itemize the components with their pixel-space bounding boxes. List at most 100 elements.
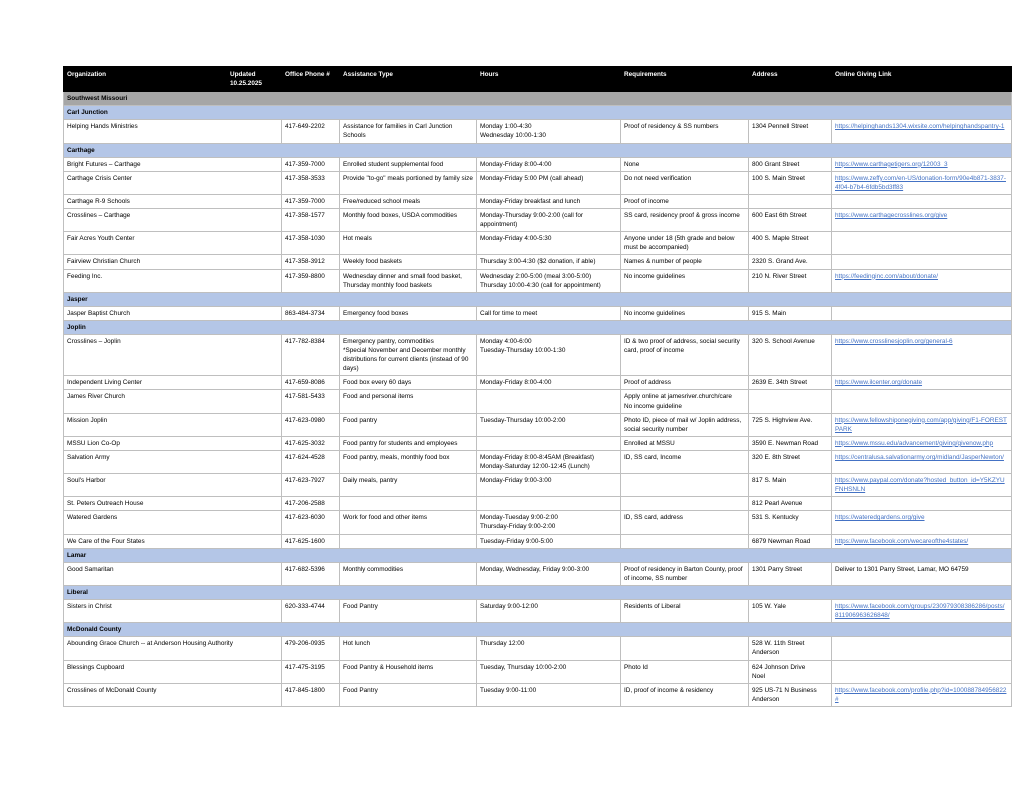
cell-requirements: Enrolled at MSSU bbox=[620, 435, 749, 451]
cell-address: 600 East 6th Street bbox=[748, 208, 832, 233]
cell-online-giving-link[interactable]: https://centralusa.salvationarmy.org/mid… bbox=[831, 449, 1012, 475]
cell-requirements: Apply online at jamesriver.church/care N… bbox=[620, 389, 749, 414]
online-giving-link[interactable]: https://www.mssu.edu/advancement/giving/… bbox=[835, 439, 994, 447]
cell-online-giving-link[interactable]: https://helpinghands1304.wixsite.com/hel… bbox=[831, 119, 1012, 144]
cell-office-phone: 417-623-6030 bbox=[281, 510, 340, 535]
cell-organization: Fairview Christian Church bbox=[63, 254, 282, 270]
cell-address: 3590 E. Newman Road bbox=[748, 435, 832, 451]
cell-assistance-type: Emergency pantry, commodities *Special N… bbox=[339, 333, 477, 377]
cell-organization: Abounding Grace Church -- at Anderson Ho… bbox=[63, 636, 282, 661]
table-row: Carthage Crisis Center 417-358-3533 Provid… bbox=[63, 170, 1012, 195]
cell-requirements: Names & number of people bbox=[620, 254, 749, 270]
cell-hours bbox=[476, 389, 621, 414]
cell-organization: Jasper Baptist Church bbox=[63, 305, 282, 321]
cell-online-giving-link[interactable]: https://www.paypal.com/donate?hosted_but… bbox=[831, 473, 1012, 498]
cell-organization: Blessings Cupboard bbox=[63, 659, 282, 684]
table-row: We Care of the Four States 417-625-1600 Tu… bbox=[63, 533, 1012, 549]
cell-organization: Mission Joplin bbox=[63, 412, 282, 437]
cell-online-giving-link: Deliver to 1301 Parry Street, Lamar, MO … bbox=[831, 561, 1012, 586]
cell-office-phone: 417-359-7000 bbox=[281, 156, 340, 172]
cell-organization: Soul's Harbor bbox=[63, 473, 282, 498]
cell-office-phone: 417-649-2202 bbox=[281, 119, 340, 144]
cell-address: 1304 Pennell Street bbox=[748, 119, 832, 144]
table-row: Salvation Army 417-624-4528 Food pantry, m… bbox=[63, 449, 1012, 475]
city-label: Carl Junction bbox=[63, 105, 1012, 121]
cell-online-giving-link[interactable]: https://www.facebook.com/groups/23097930… bbox=[831, 599, 1012, 624]
cell-office-phone: 417-206-2588 bbox=[281, 496, 340, 512]
cell-online-giving-link bbox=[831, 659, 1012, 684]
cell-online-giving-link[interactable]: https://www.ilcenter.org/donate bbox=[831, 375, 1012, 391]
cell-address: 725 S. Highview Ave. bbox=[748, 412, 832, 437]
cell-online-giving-link bbox=[831, 254, 1012, 270]
column-header-address: Address bbox=[748, 65, 832, 93]
cell-organization: Crosslines of McDonald County bbox=[63, 682, 282, 707]
online-giving-link[interactable]: https://www.ilcenter.org/donate bbox=[835, 379, 923, 387]
cell-online-giving-link[interactable]: https://feedinginc.com/about/donate/ bbox=[831, 268, 1012, 293]
cell-organization: Feeding Inc. bbox=[63, 268, 282, 293]
online-giving-link[interactable]: https://www.facebook.com/profile.php?id=… bbox=[835, 686, 1007, 703]
cell-address: 812 Pearl Avenue bbox=[748, 496, 832, 512]
online-giving-link[interactable]: https://www.zeffy.com/en-US/donation-for… bbox=[835, 174, 1006, 191]
online-giving-link[interactable]: https://www.facebook.com/groups/23097930… bbox=[835, 603, 1005, 620]
cell-address: 100 S. Main Street bbox=[748, 170, 832, 195]
cell-hours: Monday-Friday 8:00-4:00 bbox=[476, 375, 621, 391]
cell-online-giving-link[interactable]: https://www.zeffy.com/en-US/donation-for… bbox=[831, 170, 1012, 195]
cell-hours: Monday-Friday breakfast and lunch bbox=[476, 193, 621, 210]
cell-requirements: Proof of address bbox=[620, 375, 749, 391]
city-label: McDonald County bbox=[63, 622, 1012, 638]
cell-assistance-type: Free/reduced school meals bbox=[339, 193, 477, 210]
cell-hours: Monday-Friday 8:00-4:00 bbox=[476, 156, 621, 172]
cell-organization: Carthage Crisis Center bbox=[63, 170, 282, 195]
cell-hours: Tuesday-Friday 9:00-5:00 bbox=[476, 533, 621, 549]
city-label: Jasper bbox=[63, 291, 1012, 307]
cell-address: 915 S. Main bbox=[748, 305, 832, 321]
online-giving-link[interactable]: https://wateredgardens.org/give bbox=[835, 514, 925, 522]
cell-organization: Helping Hands Ministries bbox=[63, 119, 282, 144]
table-row: Helping Hands Ministries 417-649-2202 Assi… bbox=[63, 119, 1012, 144]
cell-assistance-type: Enrolled student supplemental food bbox=[339, 156, 477, 172]
column-header-assistance: Assistance Type bbox=[339, 65, 477, 93]
online-giving-link[interactable]: https://www.paypal.com/donate?hosted_but… bbox=[835, 477, 1005, 494]
cell-hours: Monday-Thursday 9:00-2:00 (call for appo… bbox=[476, 208, 621, 233]
cell-online-giving-link[interactable]: https://www.carthagetigers.org/12003_3 bbox=[831, 156, 1012, 172]
cell-office-phone: 417-359-7000 bbox=[281, 193, 340, 210]
cell-requirements: None bbox=[620, 156, 749, 172]
city-band-row: Joplin bbox=[63, 319, 1012, 335]
city-label: Liberal bbox=[63, 584, 1012, 601]
cell-hours: Monday-Tuesday 9:00-2:00 Thursday-Friday… bbox=[476, 510, 621, 535]
cell-assistance-type: Food pantry, meals, monthly food box bbox=[339, 449, 477, 475]
cell-online-giving-link[interactable]: https://www.crosslinesjoplin.org/general… bbox=[831, 333, 1012, 377]
online-giving-link[interactable]: https://centralusa.salvationarmy.org/mid… bbox=[835, 453, 1004, 461]
cell-address: 800 Grant Street bbox=[748, 156, 832, 172]
cell-online-giving-link[interactable]: https://www.facebook.com/wecareofthe4sta… bbox=[831, 533, 1012, 549]
cell-assistance-type: Daily meals, pantry bbox=[339, 473, 477, 498]
online-giving-link[interactable]: https://feedinginc.com/about/donate/ bbox=[835, 272, 939, 280]
cell-hours: Tuesday, Thursday 10:00-2:00 bbox=[476, 659, 621, 684]
column-header-updated: Updated 10.25.2025 bbox=[226, 65, 282, 93]
cell-address: 2320 S. Grand Ave. bbox=[748, 254, 832, 270]
cell-office-phone: 417-623-7927 bbox=[281, 473, 340, 498]
online-giving-link[interactable]: https://www.carthagetigers.org/12003_3 bbox=[835, 160, 948, 168]
online-giving-link[interactable]: https://www.carthagecrosslines.org/give bbox=[835, 212, 948, 220]
cell-organization: James River Church bbox=[63, 389, 282, 414]
city-band-row: Lamar bbox=[63, 547, 1012, 563]
cell-hours: Saturday 9:00-12:00 bbox=[476, 599, 621, 624]
cell-online-giving-link[interactable]: https://www.mssu.edu/advancement/giving/… bbox=[831, 435, 1012, 451]
city-band-row: Carl Junction bbox=[63, 105, 1012, 121]
cell-assistance-type: Monthly food boxes, USDA commodities bbox=[339, 208, 477, 233]
cell-online-giving-link[interactable]: https://www.fellowshiponegiving.com/app/… bbox=[831, 412, 1012, 437]
online-giving-link[interactable]: https://www.facebook.com/wecareofthe4sta… bbox=[835, 537, 969, 545]
online-giving-link[interactable]: https://www.fellowshiponegiving.com/app/… bbox=[835, 416, 1007, 433]
cell-online-giving-link[interactable]: https://wateredgardens.org/give bbox=[831, 510, 1012, 535]
resource-table-sheet: Organization Updated 10.25.2025 Office Pho… bbox=[63, 65, 1012, 707]
cell-organization: Sisters in Christ bbox=[63, 599, 282, 624]
cell-online-giving-link[interactable]: https://www.facebook.com/profile.php?id=… bbox=[831, 682, 1012, 707]
cell-hours: Monday-Friday 4:00-5:30 bbox=[476, 231, 621, 256]
online-giving-link[interactable]: https://www.crosslinesjoplin.org/general… bbox=[835, 337, 953, 345]
column-header-hours: Hours bbox=[476, 65, 621, 93]
cell-online-giving-link[interactable]: https://www.carthagecrosslines.org/give bbox=[831, 208, 1012, 233]
online-giving-link[interactable]: https://helpinghands1304.wixsite.com/hel… bbox=[835, 123, 1005, 131]
table-row: Mission Joplin 417-623-0980 Food pantry Tue… bbox=[63, 412, 1012, 437]
cell-requirements bbox=[620, 636, 749, 661]
cell-assistance-type: Food pantry for students and employees bbox=[339, 435, 477, 451]
